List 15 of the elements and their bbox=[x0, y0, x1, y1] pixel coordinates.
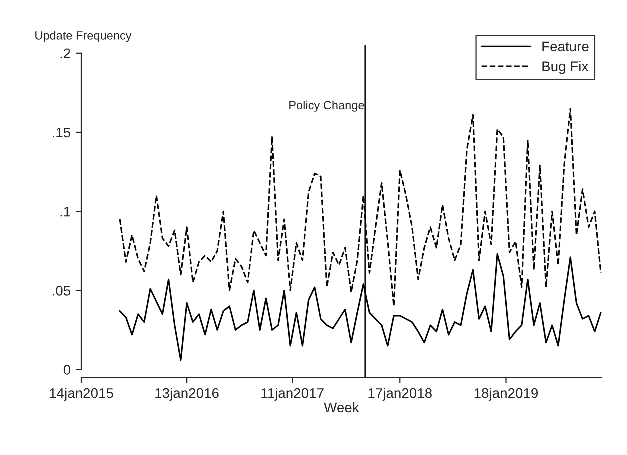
x-tick-label: 17jan2018 bbox=[368, 388, 432, 402]
legend-label: Feature bbox=[542, 42, 589, 52]
legend-label: Bug Fix bbox=[542, 61, 588, 74]
x-tick-label: 18jan2019 bbox=[474, 388, 538, 402]
y-axis-title: Update Frequency bbox=[36, 31, 132, 42]
y-tick-label: .1 bbox=[60, 207, 70, 217]
x-tick-label: 11jan2017 bbox=[262, 388, 324, 402]
y-tick-label: 0 bbox=[64, 365, 71, 375]
y-tick-label: .05 bbox=[53, 286, 71, 296]
x-axis-title: Week bbox=[324, 402, 360, 413]
x-tick-label: 13jan2016 bbox=[156, 388, 219, 402]
y-tick-label: .15 bbox=[53, 128, 71, 138]
y-tick-label: .2 bbox=[60, 48, 70, 58]
ref-line-label: Policy Change bbox=[290, 100, 364, 112]
x-tick-label: 14jan2015 bbox=[50, 388, 114, 402]
